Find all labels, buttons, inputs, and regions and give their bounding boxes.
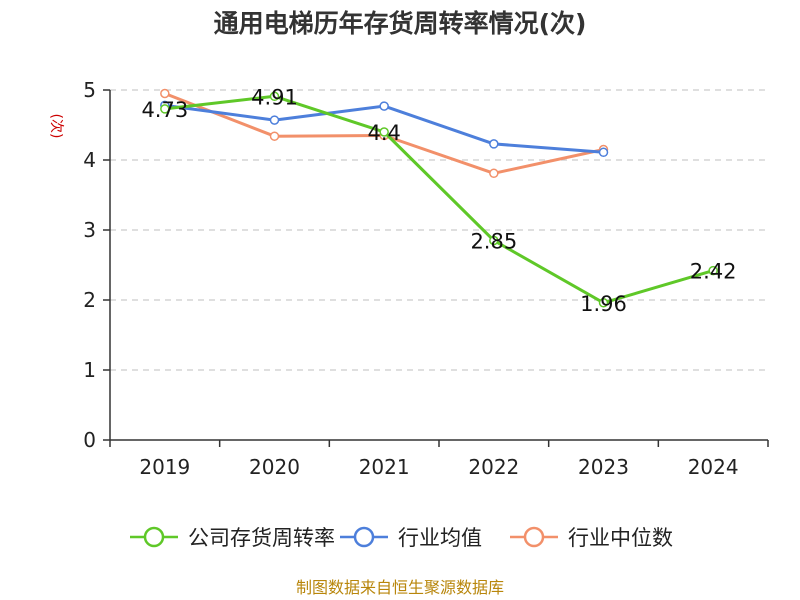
series-point[interactable] [269,131,280,141]
series-point[interactable] [489,235,499,246]
data-label: 2.42 [690,260,737,284]
y-tick-label: 5 [83,78,96,102]
series-lines [160,88,718,308]
legend-item[interactable]: 行业均值 [340,526,482,550]
x-tick-label: 2024 [688,455,739,479]
y-tick-labels: 0 1 2 3 4 5 [83,78,96,452]
series-point[interactable] [160,104,170,114]
legend[interactable]: 公司存货周转率 行业均值 行业中位数 [130,526,673,550]
series-line [163,94,715,305]
legend-label: 行业均值 [398,526,482,550]
legend-item[interactable]: 行业中位数 [510,526,673,550]
legend-label: 公司存货周转率 [188,526,335,550]
series-point[interactable] [489,139,499,149]
legend-swatch-marker [353,526,375,548]
series-point[interactable] [160,88,170,99]
chart-title: 通用电梯历年存货周转率情况(次) [213,9,587,38]
legend-item[interactable]: 公司存货周转率 [130,526,335,550]
series-point[interactable] [269,115,280,125]
y-tick-label: 3 [83,218,96,242]
series-point[interactable] [598,147,609,158]
x-tick-label: 2022 [468,455,519,479]
series-point[interactable] [269,91,280,102]
x-tick-label: 2020 [249,455,300,479]
data-label: 1.96 [580,292,627,316]
data-label: 4.91 [251,85,298,109]
series-point[interactable] [598,298,609,308]
series-point[interactable] [379,101,389,111]
x-tick-labels: 2019 2020 2021 2022 2023 2024 [139,455,738,479]
y-tick-label: 4 [83,148,96,172]
series-point[interactable] [489,168,499,179]
legend-swatch-marker [523,526,545,548]
data-label: 4.4 [367,121,400,145]
data-label: 4.73 [141,98,188,122]
y-tick-label: 2 [83,288,96,312]
y-axis-label: (次) [48,114,64,139]
data-labels: 4.73 4.91 4.4 2.85 1.96 2.42 [141,85,736,315]
source-note: 制图数据来自恒生聚源数据库 [295,578,504,597]
data-label: 2.85 [470,230,517,254]
series-point[interactable] [379,127,389,137]
series-point[interactable] [708,265,718,276]
y-tick-label: 1 [83,358,96,382]
y-tick-label: 0 [83,428,96,452]
x-tick-label: 2021 [359,455,410,479]
legend-swatch-marker [143,526,165,548]
grid-lines [110,89,768,371]
x-tick-label: 2019 [139,455,190,479]
x-tick-label: 2023 [578,455,629,479]
legend-label: 行业中位数 [568,526,673,550]
axes [103,89,769,447]
